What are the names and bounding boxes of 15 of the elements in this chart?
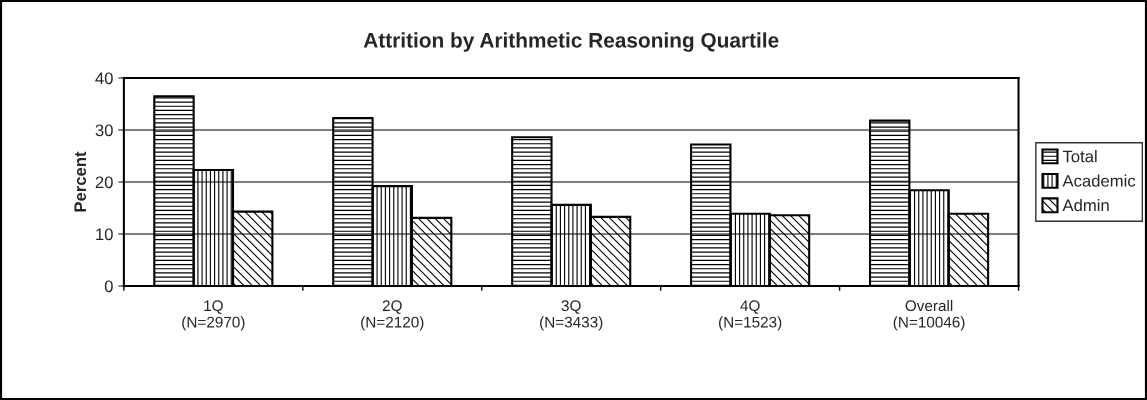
y-tick-label: 40 xyxy=(95,72,113,85)
chart-title: Attrition by Arithmetic Reasoning Quartile xyxy=(363,32,779,52)
legend-label: Total xyxy=(1062,150,1097,163)
y-tick-label: 20 xyxy=(95,176,113,189)
y-tick-label: 0 xyxy=(104,280,113,293)
x-tick-label: Overall (N=10046) xyxy=(893,299,965,331)
x-tick-label: 3Q (N=3433) xyxy=(540,300,603,331)
y-tick-label: 30 xyxy=(95,124,113,137)
x-tick-label: 2Q (N=2120) xyxy=(361,300,424,331)
x-tick-label: 1Q (N=2970) xyxy=(182,300,245,331)
legend-label: Admin xyxy=(1062,198,1109,212)
y-axis-title: Percent xyxy=(74,151,87,212)
x-tick-label: 4Q (N=1523) xyxy=(719,300,782,331)
y-tick-label: 10 xyxy=(96,228,113,241)
legend-label: Academic xyxy=(1062,174,1136,187)
